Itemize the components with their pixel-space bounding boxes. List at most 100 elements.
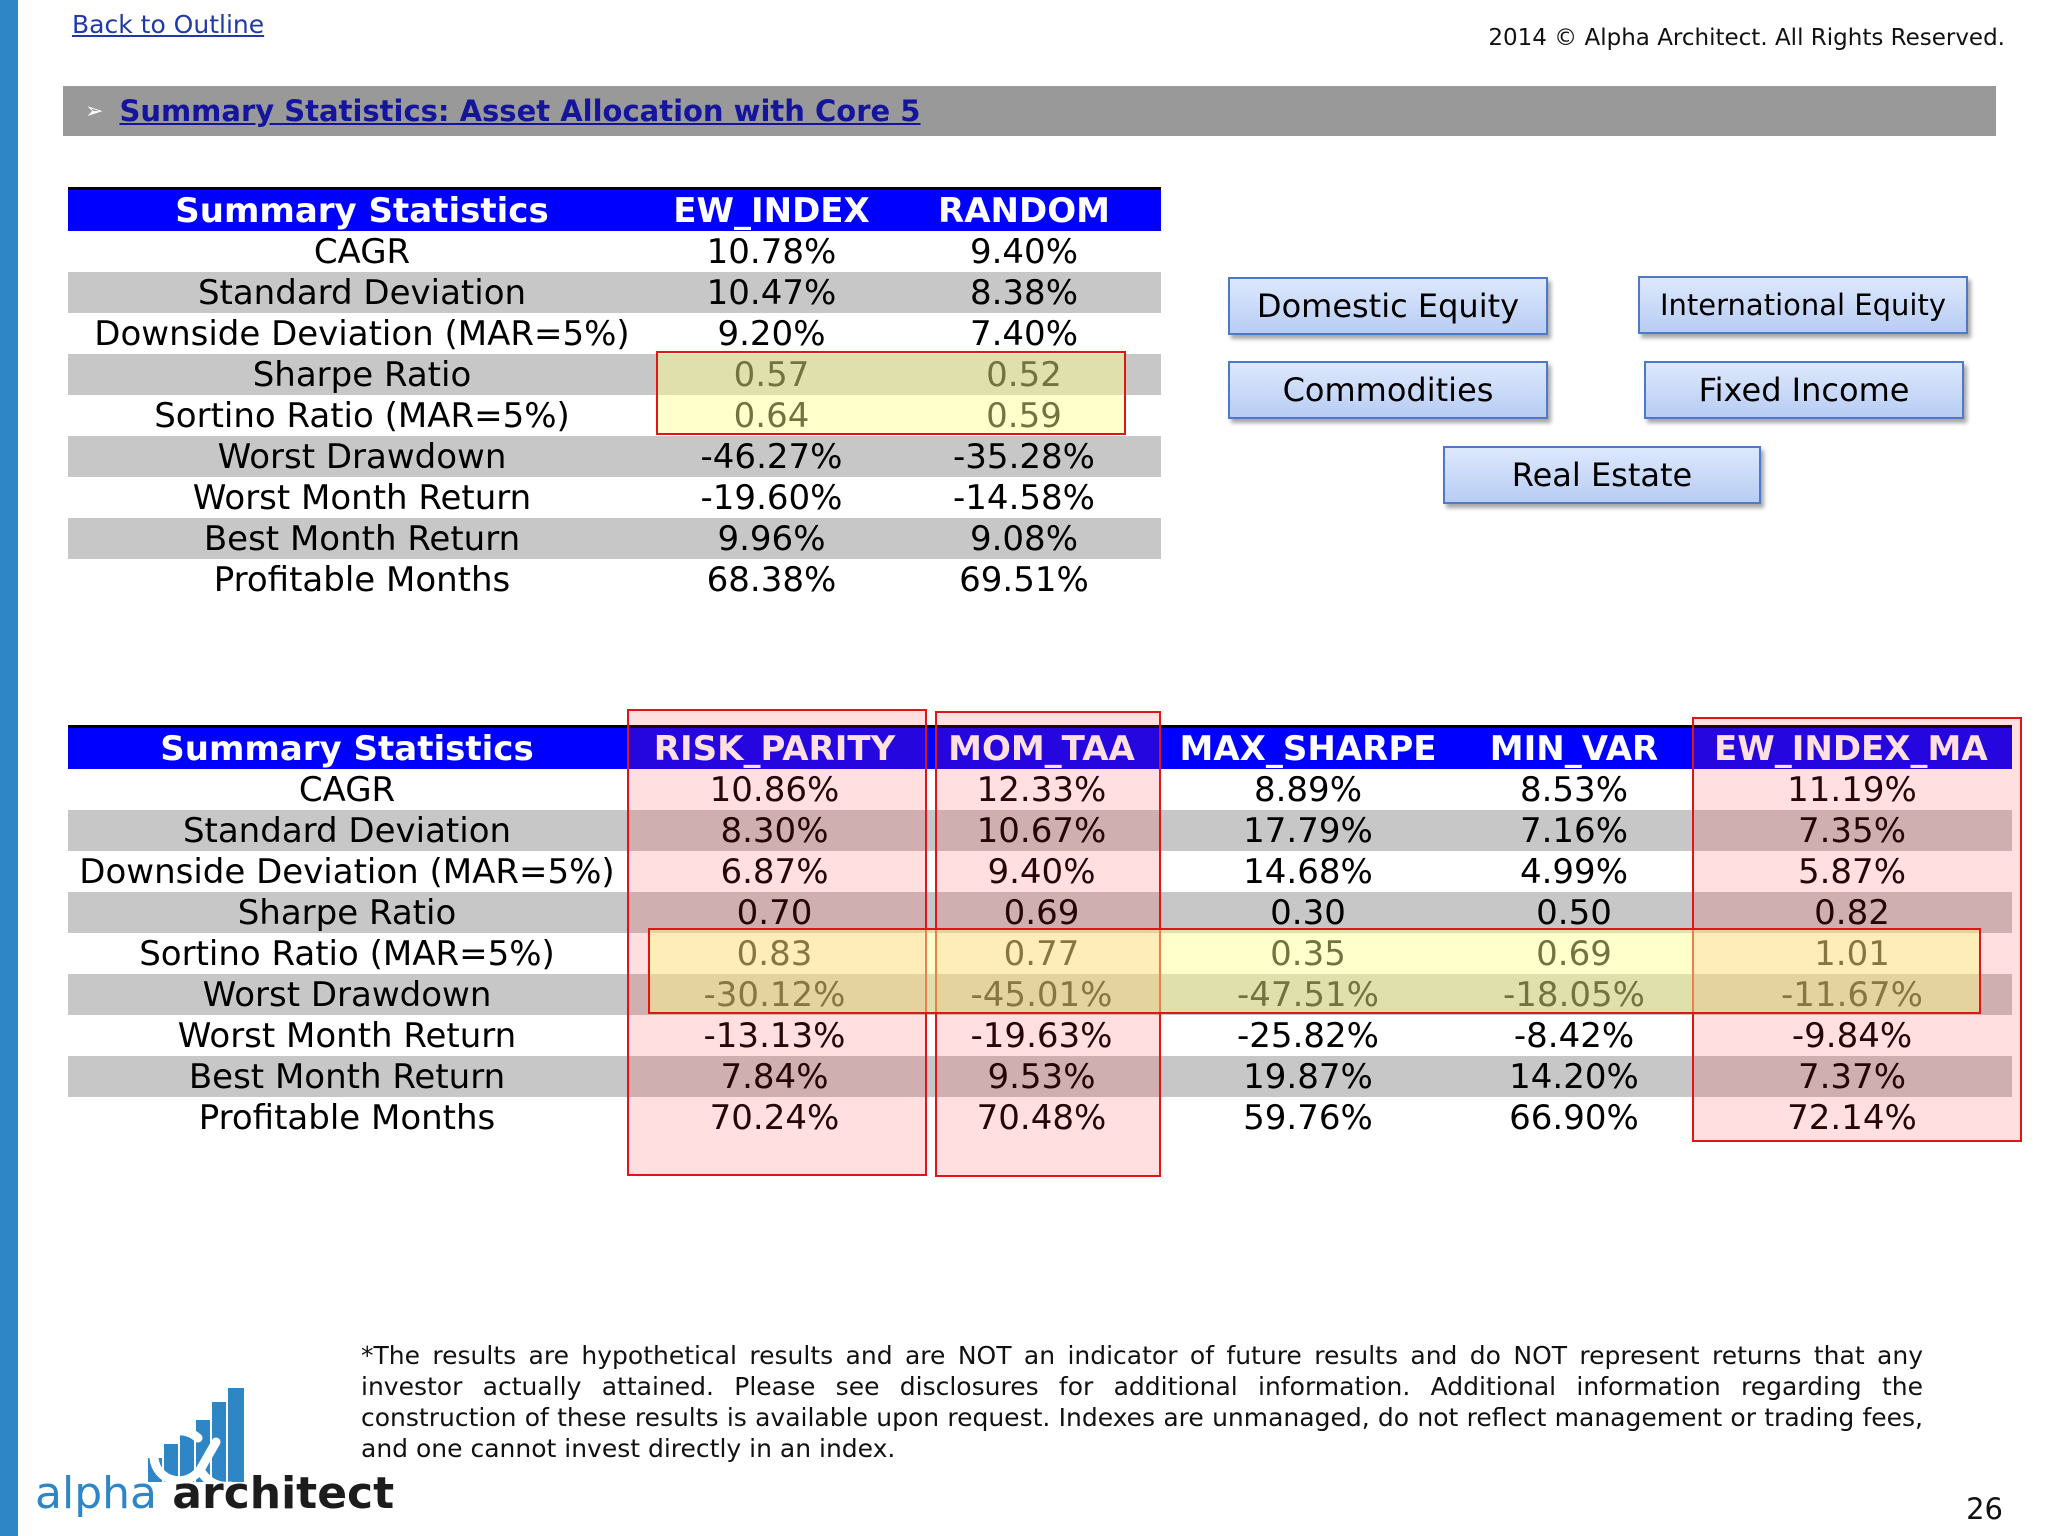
asset-class-domestic-equity[interactable]: Domestic Equity: [1228, 277, 1548, 335]
table-cell: 10.67%: [923, 810, 1160, 851]
column-header: RANDOM: [887, 187, 1161, 231]
column-header: Summary Statistics: [68, 187, 656, 231]
table-cell: 4.99%: [1519, 851, 1628, 892]
table-cell: 0.83: [736, 933, 813, 974]
summary-stats-table-allocation: Summary Statistics RISK_PARITY MOM_TAA M…: [68, 725, 2012, 1138]
table-cell: -18.05%: [1456, 974, 1692, 1015]
table-row: Profitable Months 70.24% 70.48% 59.76% 6…: [68, 1097, 2012, 1138]
table-header-row: Summary Statistics RISK_PARITY MOM_TAA M…: [68, 725, 2012, 769]
table-row: Standard Deviation 10.47% 8.38%: [68, 272, 1161, 313]
table-cell: 10.78%: [706, 231, 837, 272]
column-header: Summary Statistics: [68, 725, 626, 769]
table-cell: 66.90%: [1509, 1097, 1639, 1138]
row-label: CAGR: [298, 769, 396, 810]
table-cell: -19.63%: [970, 1015, 1113, 1056]
table-row: Worst Drawdown -46.27% -35.28%: [68, 436, 1161, 477]
row-label: Profitable Months: [213, 559, 511, 600]
row-label: Sharpe Ratio: [68, 892, 626, 933]
table-cell: 14.20%: [1456, 1056, 1692, 1097]
table-cell: 0.52: [887, 354, 1161, 395]
table-cell: 10.86%: [709, 769, 840, 810]
column-header: EW_INDEX_MA: [1692, 725, 2012, 769]
table-cell: 11.19%: [1787, 769, 1917, 810]
table-cell: 9.40%: [987, 851, 1096, 892]
row-label: Worst Month Return: [192, 477, 532, 518]
row-label: Standard Deviation: [68, 272, 656, 313]
table-cell: 9.53%: [923, 1056, 1160, 1097]
table-cell: 0.57: [656, 354, 887, 395]
table-row: Worst Drawdown -30.12% -45.01% -47.51% -…: [68, 974, 2012, 1015]
row-label: Profitable Months: [198, 1097, 496, 1138]
table-cell: -45.01%: [923, 974, 1160, 1015]
table-cell: 0.50: [1456, 892, 1692, 933]
table-row: Sortino Ratio (MAR=5%) 0.64 0.59: [68, 395, 1161, 436]
table-row: Sortino Ratio (MAR=5%) 0.83 0.77 0.35 0.…: [68, 933, 2012, 974]
table-cell: -25.82%: [1237, 1015, 1379, 1056]
alpha-architect-logo-icon: [148, 1388, 244, 1491]
table-cell: 8.53%: [1519, 769, 1628, 810]
table-cell: 7.16%: [1456, 810, 1692, 851]
table-cell: -35.28%: [887, 436, 1161, 477]
table-row: Downside Deviation (MAR=5%) 9.20% 7.40%: [68, 313, 1161, 354]
table-row: Best Month Return 7.84% 9.53% 19.87% 14.…: [68, 1056, 2012, 1097]
table-cell: 9.96%: [656, 518, 887, 559]
table-cell: 0.69: [923, 892, 1160, 933]
logo-wordmark: alpha architect: [35, 1468, 395, 1519]
table-cell: 8.38%: [887, 272, 1161, 313]
row-label: Standard Deviation: [68, 810, 626, 851]
table-row: Worst Month Return -19.60% -14.58%: [68, 477, 1161, 518]
copyright-text: 2014 © Alpha Architect. All Rights Reser…: [1488, 25, 2005, 51]
row-label: Best Month Return: [68, 1056, 626, 1097]
table-row: Standard Deviation 8.30% 10.67% 17.79% 7…: [68, 810, 2012, 851]
asset-class-commodities[interactable]: Commodities: [1228, 361, 1548, 419]
column-header: EW_INDEX: [656, 187, 887, 231]
section-title-link[interactable]: Summary Statistics: Asset Allocation wit…: [119, 94, 921, 128]
column-header: MAX_SHARPE: [1160, 725, 1456, 769]
table-row: CAGR 10.78% 9.40%: [68, 231, 1161, 272]
asset-class-fixed-income[interactable]: Fixed Income: [1644, 361, 1964, 419]
table-cell: -11.67%: [1692, 974, 2012, 1015]
table-cell: 0.77: [1003, 933, 1080, 974]
table-cell: 7.35%: [1692, 810, 2012, 851]
table-cell: -14.58%: [953, 477, 1095, 518]
column-header: MOM_TAA: [923, 725, 1160, 769]
table-cell: 1.01: [1814, 933, 1890, 974]
table-cell: 10.47%: [656, 272, 887, 313]
column-header: MIN_VAR: [1456, 725, 1692, 769]
table-row: Profitable Months 68.38% 69.51%: [68, 559, 1161, 600]
row-label: Sortino Ratio (MAR=5%): [154, 395, 570, 436]
table-cell: 70.24%: [709, 1097, 840, 1138]
row-label: Sortino Ratio (MAR=5%): [139, 933, 555, 974]
table-cell: 0.82: [1692, 892, 2012, 933]
table-cell: 0.59: [986, 395, 1062, 436]
table-cell: 0.30: [1160, 892, 1456, 933]
table-row: Worst Month Return -13.13% -19.63% -25.8…: [68, 1015, 2012, 1056]
table-cell: 5.87%: [1797, 851, 1906, 892]
back-to-outline-link[interactable]: Back to Outline: [72, 10, 265, 39]
table-cell: 8.30%: [626, 810, 923, 851]
table-cell: -9.84%: [1791, 1015, 1913, 1056]
table-cell: 0.64: [733, 395, 810, 436]
table-cell: 0.70: [626, 892, 923, 933]
table-cell: -13.13%: [703, 1015, 846, 1056]
table-row: Sharpe Ratio 0.57 0.52: [68, 354, 1161, 395]
table-cell: 9.08%: [887, 518, 1161, 559]
page-number: 26: [1966, 1492, 2003, 1526]
table-cell: 7.37%: [1692, 1056, 2012, 1097]
row-label: Downside Deviation (MAR=5%): [79, 851, 615, 892]
table-cell: 70.48%: [976, 1097, 1107, 1138]
column-header: RISK_PARITY: [626, 725, 923, 769]
row-label: Worst Month Return: [177, 1015, 517, 1056]
table-cell: 0.69: [1536, 933, 1612, 974]
table-cell: 68.38%: [706, 559, 837, 600]
asset-class-real-estate[interactable]: Real Estate: [1443, 446, 1761, 504]
row-label: Worst Drawdown: [68, 974, 626, 1015]
table-cell: -46.27%: [656, 436, 887, 477]
row-label: Downside Deviation (MAR=5%): [94, 313, 630, 354]
table-cell: -47.51%: [1160, 974, 1456, 1015]
table-cell: -8.42%: [1513, 1015, 1635, 1056]
summary-stats-table-core: Summary Statistics EW_INDEX RANDOM CAGR …: [68, 187, 1161, 600]
asset-class-international-equity[interactable]: International Equity: [1638, 276, 1968, 334]
table-cell: 72.14%: [1787, 1097, 1917, 1138]
table-cell: 0.35: [1270, 933, 1346, 974]
